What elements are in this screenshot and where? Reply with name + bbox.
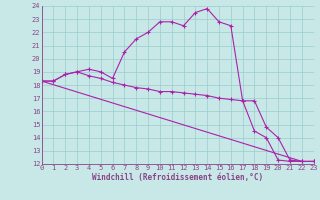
- X-axis label: Windchill (Refroidissement éolien,°C): Windchill (Refroidissement éolien,°C): [92, 173, 263, 182]
